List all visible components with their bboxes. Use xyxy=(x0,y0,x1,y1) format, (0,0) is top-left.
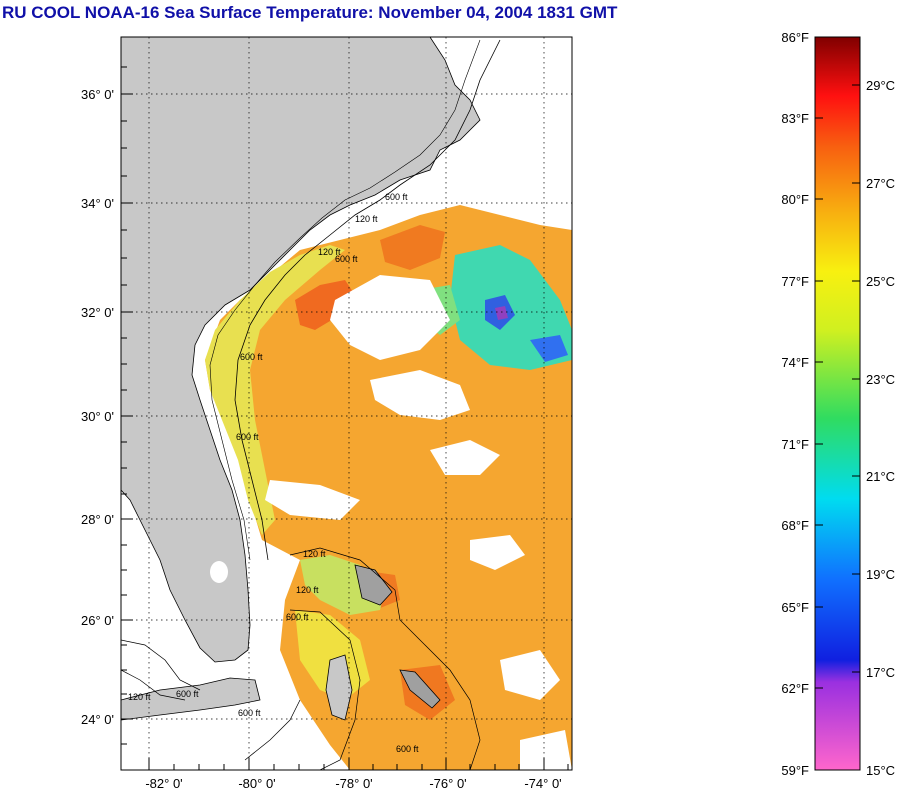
land-eleuthera xyxy=(399,669,441,709)
lat-label-36: 36° 0' xyxy=(81,87,114,102)
land-andros xyxy=(325,654,353,721)
sst-patch-red-b xyxy=(380,225,445,270)
depth-label: 600 ft xyxy=(236,432,259,442)
depth-label: 600 ft xyxy=(286,612,309,622)
graticule xyxy=(121,37,572,770)
colorbar-f-ticks xyxy=(815,117,823,689)
depth-label: 600 ft xyxy=(385,192,408,202)
lat-ticks xyxy=(121,66,133,745)
depth-labels: 600 ft 120 ft 600 ft 120 ft 600 ft 600 f… xyxy=(128,192,419,754)
colorbar-celsius-labels: 29°C 27°C 25°C 23°C 21°C 19°C 17°C 15°C xyxy=(866,78,895,778)
cloud-gap-c xyxy=(265,480,360,520)
depth-contour-florida-keys xyxy=(121,639,201,701)
cb-f-label: 80°F xyxy=(781,192,809,207)
map-frame xyxy=(120,36,573,771)
cb-f-label: 71°F xyxy=(781,437,809,452)
land-abaco xyxy=(354,564,393,606)
cb-c-label: 23°C xyxy=(866,372,895,387)
depth-label: 600 ft xyxy=(335,254,358,264)
lon-label-80: -80° 0' xyxy=(238,776,275,791)
lon-ticks xyxy=(148,758,569,770)
land-cuba xyxy=(121,677,261,721)
lat-label-30: 30° 0' xyxy=(81,409,114,424)
cb-f-label: 59°F xyxy=(781,763,809,778)
depth-label: 120 ft xyxy=(296,585,319,595)
sst-layer xyxy=(121,37,572,770)
cloud-gap-g xyxy=(520,730,572,770)
depth-contour-bahamas xyxy=(244,547,481,770)
map-title: RU COOL NOAA-16 Sea Surface Temperature:… xyxy=(2,3,618,22)
lon-label-82: -82° 0' xyxy=(145,776,182,791)
cb-f-label: 68°F xyxy=(781,518,809,533)
depth-label: 120 ft xyxy=(355,214,378,224)
cb-f-label: 74°F xyxy=(781,355,809,370)
sst-bahamas-yellow xyxy=(295,610,370,700)
cloud-gap-b xyxy=(370,370,470,420)
cb-c-label: 29°C xyxy=(866,78,895,93)
depth-contour-120ft xyxy=(209,39,481,561)
longitude-labels: -82° 0' -80° 0' -78° 0' -76° 0' -74° 0' xyxy=(145,776,561,791)
colorbar: 86°F 83°F 80°F 77°F 74°F 71°F 68°F 65°F … xyxy=(781,30,895,778)
depth-label: 600 ft xyxy=(238,708,261,718)
cloud-gap-d xyxy=(430,440,500,475)
depth-label: 600 ft xyxy=(176,689,199,699)
sst-patch-blue-b xyxy=(530,335,568,362)
cb-c-label: 17°C xyxy=(866,665,895,680)
depth-label: 600 ft xyxy=(240,352,263,362)
latitude-labels: 36° 0' 34° 0' 32° 0' 30° 0' 28° 0' 26° 0… xyxy=(81,87,114,727)
depth-contour-600ft xyxy=(234,39,501,561)
cb-f-label: 65°F xyxy=(781,600,809,615)
depth-label: 120 ft xyxy=(303,549,326,559)
cb-f-label: 86°F xyxy=(781,30,809,45)
cb-c-label: 15°C xyxy=(866,763,895,778)
cb-c-label: 19°C xyxy=(866,567,895,582)
lat-label-34: 34° 0' xyxy=(81,196,114,211)
depth-label: 120 ft xyxy=(128,692,151,702)
cb-f-label: 83°F xyxy=(781,111,809,126)
cb-c-label: 27°C xyxy=(866,176,895,191)
sst-patch-red-a xyxy=(295,280,355,330)
colorbar-gradient xyxy=(814,36,861,771)
sst-patch-purple xyxy=(495,306,508,320)
depth-label: 120 ft xyxy=(318,247,341,257)
cb-c-label: 21°C xyxy=(866,469,895,484)
cb-c-label: 25°C xyxy=(866,274,895,289)
lat-label-26: 26° 0' xyxy=(81,613,114,628)
cloud-gap-e xyxy=(500,650,560,700)
lat-label-24: 24° 0' xyxy=(81,712,114,727)
sst-shelf-yellow xyxy=(205,245,345,535)
map-plot-area: 600 ft 120 ft 600 ft 120 ft 600 ft 600 f… xyxy=(81,36,573,791)
depth-label: 600 ft xyxy=(396,744,419,754)
lat-label-28: 28° 0' xyxy=(81,512,114,527)
lat-label-32: 32° 0' xyxy=(81,305,114,320)
cb-f-label: 62°F xyxy=(781,681,809,696)
lake-okeechobee xyxy=(210,561,228,583)
lon-label-74: -74° 0' xyxy=(524,776,561,791)
colorbar-fahrenheit-labels: 86°F 83°F 80°F 77°F 74°F 71°F 68°F 65°F … xyxy=(781,30,809,778)
cloud-gap-f xyxy=(470,535,525,570)
colorbar-c-ticks xyxy=(852,84,860,673)
lon-label-76: -76° 0' xyxy=(429,776,466,791)
cloud-gap-a xyxy=(330,275,450,360)
lon-label-78: -78° 0' xyxy=(335,776,372,791)
cb-f-label: 77°F xyxy=(781,274,809,289)
